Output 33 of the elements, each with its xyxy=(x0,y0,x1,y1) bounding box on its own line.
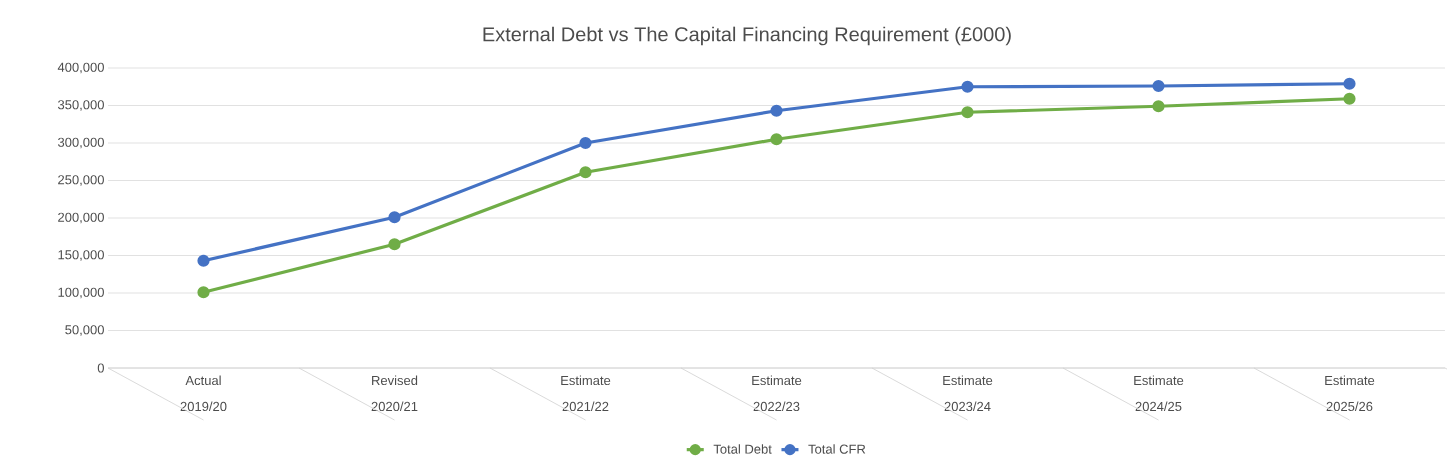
legend-label: Total Debt xyxy=(713,444,772,454)
y-tick-label: 50,000 xyxy=(65,325,104,336)
y-tick-label: 0 xyxy=(97,363,104,373)
chart-title: External Debt vs The Capital Financing Requirement (£000) xyxy=(483,26,1011,46)
category-label: Revised 2020/21 xyxy=(371,375,418,412)
legend-label: Total CFR xyxy=(808,444,866,454)
point xyxy=(961,106,974,119)
y-tick-label: 250,000 xyxy=(58,175,104,186)
category-label: Estimate 2023/24 xyxy=(943,375,993,412)
point xyxy=(388,238,401,251)
point xyxy=(579,166,592,179)
point xyxy=(388,211,401,224)
y-tick-label: 400,000 xyxy=(57,62,104,74)
point xyxy=(579,136,592,150)
point xyxy=(961,80,974,93)
category-label: Estimate 2025/26 xyxy=(1325,375,1375,412)
y-tick-label: 150,000 xyxy=(58,250,104,261)
point xyxy=(197,254,210,267)
point xyxy=(1152,100,1165,113)
y-tick-label: 200,000 xyxy=(58,212,104,224)
category-label: Estimate 2021/22 xyxy=(561,375,611,412)
y-tick-label: 100,000 xyxy=(58,287,104,299)
category-label: Estimate 2024/25 xyxy=(1134,375,1184,412)
category-label: Actual 2019/20 xyxy=(180,375,227,412)
point xyxy=(1152,79,1165,93)
point xyxy=(770,133,783,146)
category-label: Estimate 2022/23 xyxy=(752,375,802,412)
point xyxy=(770,104,783,117)
y-tick-label: 300,000 xyxy=(57,137,104,149)
point xyxy=(197,286,210,299)
point xyxy=(1343,92,1356,105)
point xyxy=(1343,77,1356,90)
y-tick-label: 350,000 xyxy=(57,100,104,111)
